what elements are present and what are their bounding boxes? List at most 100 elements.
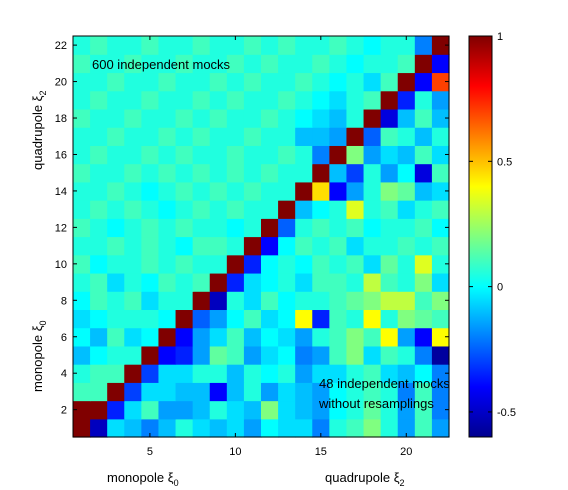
heatmap-cell: [380, 36, 399, 55]
heatmap-cell: [363, 327, 382, 347]
heatmap-cell: [295, 400, 313, 420]
heatmap-cell: [346, 254, 365, 274]
heatmap-cell: [73, 36, 91, 55]
heatmap-cell: [295, 382, 313, 402]
heatmap-cell: [175, 108, 194, 128]
heatmap-cell: [73, 364, 91, 383]
heatmap-cell: [397, 272, 416, 292]
heatmap-cell: [295, 327, 313, 347]
heatmap-cell: [192, 54, 211, 74]
heatmap-cell: [346, 418, 365, 438]
heatmap-cell: [312, 400, 330, 420]
heatmap-cell: [346, 90, 365, 110]
heatmap-cell: [226, 181, 245, 201]
heatmap-cell: [107, 218, 125, 238]
heatmap-cell: [312, 163, 330, 183]
heatmap-cell: [346, 127, 365, 146]
heatmap-cell: [312, 309, 330, 329]
heatmap-cell: [295, 90, 313, 110]
heatmap-cell: [278, 400, 296, 420]
heatmap-cell: [363, 291, 382, 311]
heatmap-cell: [209, 36, 228, 55]
heatmap-cell: [329, 54, 348, 74]
heatmap-cell: [363, 382, 382, 402]
heatmap-cell: [124, 327, 142, 347]
heatmap-cell: [278, 181, 296, 201]
heatmap-cell: [141, 382, 160, 402]
heatmap-cell: [175, 72, 194, 92]
heatmap-cell: [380, 163, 399, 183]
heatmap-cell: [312, 54, 330, 74]
heatmap-cell: [363, 400, 382, 420]
plot-frame: [72, 35, 450, 438]
heatmap-cell: [107, 90, 125, 110]
axis-ticks: 5 10 15 20 2 4 6 8 10 12 14 16 18 20 22: [55, 36, 449, 458]
heatmap-cell: [107, 418, 125, 438]
heatmap-cell: [141, 127, 160, 146]
heatmap-cell: [73, 382, 91, 402]
heatmap-cell: [90, 90, 108, 110]
heatmap-cell: [397, 163, 416, 183]
x-tick-label: 10: [229, 446, 241, 458]
y-tick-label: 14: [55, 186, 67, 198]
heatmap-cell: [397, 108, 416, 128]
heatmap-cell: [261, 364, 279, 383]
heatmap-cell: [278, 90, 296, 110]
heatmap-cell: [278, 327, 296, 347]
heatmap-cell: [414, 382, 433, 402]
heatmap-cell: [312, 345, 330, 365]
heatmap-cell: [243, 36, 262, 55]
heatmap-cell: [243, 382, 262, 402]
heatmap-cell: [312, 272, 330, 292]
heatmap-cell: [158, 36, 177, 55]
heatmap-cell: [414, 291, 433, 311]
heatmap-cell: [73, 127, 91, 146]
heatmap-cell: [209, 236, 228, 256]
heatmap-cell: [329, 72, 348, 92]
colorbar-ticks: 1 0.5 0 -0.5: [469, 31, 516, 419]
heatmap-cell: [209, 382, 228, 402]
heatmap-cell: [380, 309, 399, 329]
heatmap-cell: [363, 54, 382, 74]
heatmap-cell: [363, 218, 382, 238]
heatmap-cell: [175, 36, 194, 55]
heatmap-cell: [243, 400, 262, 420]
heatmap-cell: [397, 309, 416, 329]
heatmap-cell: [226, 90, 245, 110]
heatmap-cell: [431, 145, 450, 165]
heatmap-cell: [158, 345, 177, 365]
heatmap-cell: [124, 218, 142, 238]
heatmap-cell: [380, 418, 399, 438]
heatmap-cell: [278, 254, 296, 274]
colorbar: [468, 35, 493, 438]
heatmap-cell: [278, 72, 296, 92]
heatmap-cell: [261, 145, 279, 165]
heatmap-cell: [346, 236, 365, 256]
heatmap-cell: [192, 291, 211, 311]
heatmap-cell: [90, 181, 108, 201]
heatmap-cell: [363, 272, 382, 292]
heatmap-cell: [209, 108, 228, 128]
heatmap-cell: [90, 36, 108, 55]
heatmap-cell: [141, 418, 160, 438]
heatmap-cell: [261, 327, 279, 347]
heatmap-cell: [414, 90, 433, 110]
heatmap-cell: [397, 36, 416, 55]
heatmap-cell: [278, 382, 296, 402]
heatmap-cell: [431, 272, 450, 292]
heatmap-cell: [431, 400, 450, 420]
heatmap-cell: [312, 218, 330, 238]
heatmap-cell: [226, 36, 245, 55]
heatmap-cell: [141, 72, 160, 92]
heatmap-cell: [312, 108, 330, 128]
annotation-48-mocks: 48 independent mocks: [319, 376, 450, 391]
heatmap-cell: [397, 145, 416, 165]
heatmap-cell: [295, 145, 313, 165]
heatmap-cell: [414, 418, 433, 438]
heatmap-cell: [226, 127, 245, 146]
heatmap-cell: [243, 163, 262, 183]
heatmap-cell: [329, 181, 348, 201]
heatmap-cell: [226, 400, 245, 420]
heatmap-cell: [124, 54, 142, 74]
heatmap-cell: [107, 382, 125, 402]
